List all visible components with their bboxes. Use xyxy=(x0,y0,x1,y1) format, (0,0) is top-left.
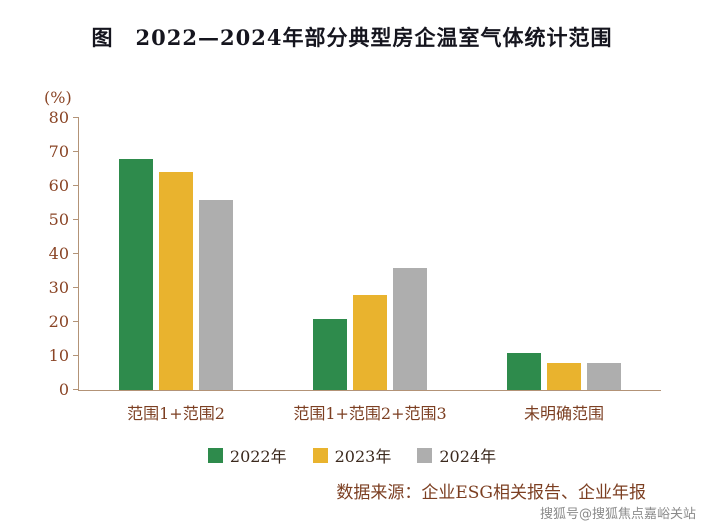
legend-swatch-icon xyxy=(417,447,433,463)
y-tick-label: 50 xyxy=(48,210,69,229)
y-tick-mark xyxy=(73,219,79,220)
bar-2024年-未明确范围 xyxy=(587,362,621,390)
legend: 2022年 2023年 2024年 xyxy=(0,443,704,467)
legend-swatch-icon xyxy=(312,447,328,463)
y-tick-mark xyxy=(73,321,79,322)
legend-item: 2022年 xyxy=(207,443,287,467)
bar-group: 未明确范围 xyxy=(507,118,621,423)
bar-2022年-范围1+范围2 xyxy=(119,158,153,390)
legend-item: 2024年 xyxy=(417,443,496,467)
legend-swatch-icon xyxy=(207,447,223,463)
y-tick-mark xyxy=(73,151,79,152)
bar-2022年-范围1+范围2+范围3 xyxy=(313,318,347,390)
bar-2023年-未明确范围 xyxy=(547,362,581,390)
y-tick-label: 10 xyxy=(48,346,69,365)
y-tick-label: 20 xyxy=(48,312,69,331)
y-tick-label: 40 xyxy=(48,244,69,263)
y-tick-mark xyxy=(73,355,79,356)
y-tick-label: 80 xyxy=(48,108,69,127)
bar-group: 范围1+范围2 xyxy=(119,118,233,423)
bar-groups: 范围1+范围2 范围1+范围2+范围3 未明确范围 xyxy=(79,118,661,423)
y-tick-mark xyxy=(73,185,79,186)
bar-2024年-范围1+范围2+范围3 xyxy=(393,267,427,390)
bar-2024年-范围1+范围2 xyxy=(199,199,233,390)
legend-label: 2024年 xyxy=(439,447,497,466)
y-tick-label: 30 xyxy=(48,278,69,297)
category-label: 范围1+范围2 xyxy=(127,404,225,423)
y-tick-mark xyxy=(73,287,79,288)
legend-item: 2023年 xyxy=(312,443,392,467)
bar-2022年-未明确范围 xyxy=(507,352,541,390)
chart-title: 图 2022—2024年部分典型房企温室气体统计范围 xyxy=(91,25,613,50)
y-tick-label: 0 xyxy=(58,380,69,399)
bar-2023年-范围1+范围2 xyxy=(159,172,193,390)
data-source-note: 数据来源：企业ESG相关报告、企业年报 xyxy=(336,483,646,503)
y-tick-label: 60 xyxy=(48,176,69,195)
y-axis-unit-label: (%) xyxy=(44,88,72,107)
bar-2023年-范围1+范围2+范围3 xyxy=(353,294,387,390)
y-tick-mark xyxy=(73,389,79,390)
watermark: 搜狐号@搜狐焦点嘉峪关站 xyxy=(537,502,698,523)
plot-area: 范围1+范围2 范围1+范围2+范围3 未明确范围 0 10 20 30 40 50 60 70 8… xyxy=(49,109,661,423)
bar-group: 范围1+范围2+范围3 xyxy=(293,118,447,423)
y-tick-label: 70 xyxy=(48,142,69,161)
category-label: 范围1+范围2+范围3 xyxy=(293,404,447,423)
y-tick-mark xyxy=(73,117,79,118)
legend-label: 2023年 xyxy=(334,447,392,466)
legend-label: 2022年 xyxy=(229,447,287,466)
y-tick-mark xyxy=(73,253,79,254)
category-label: 未明确范围 xyxy=(523,404,605,423)
